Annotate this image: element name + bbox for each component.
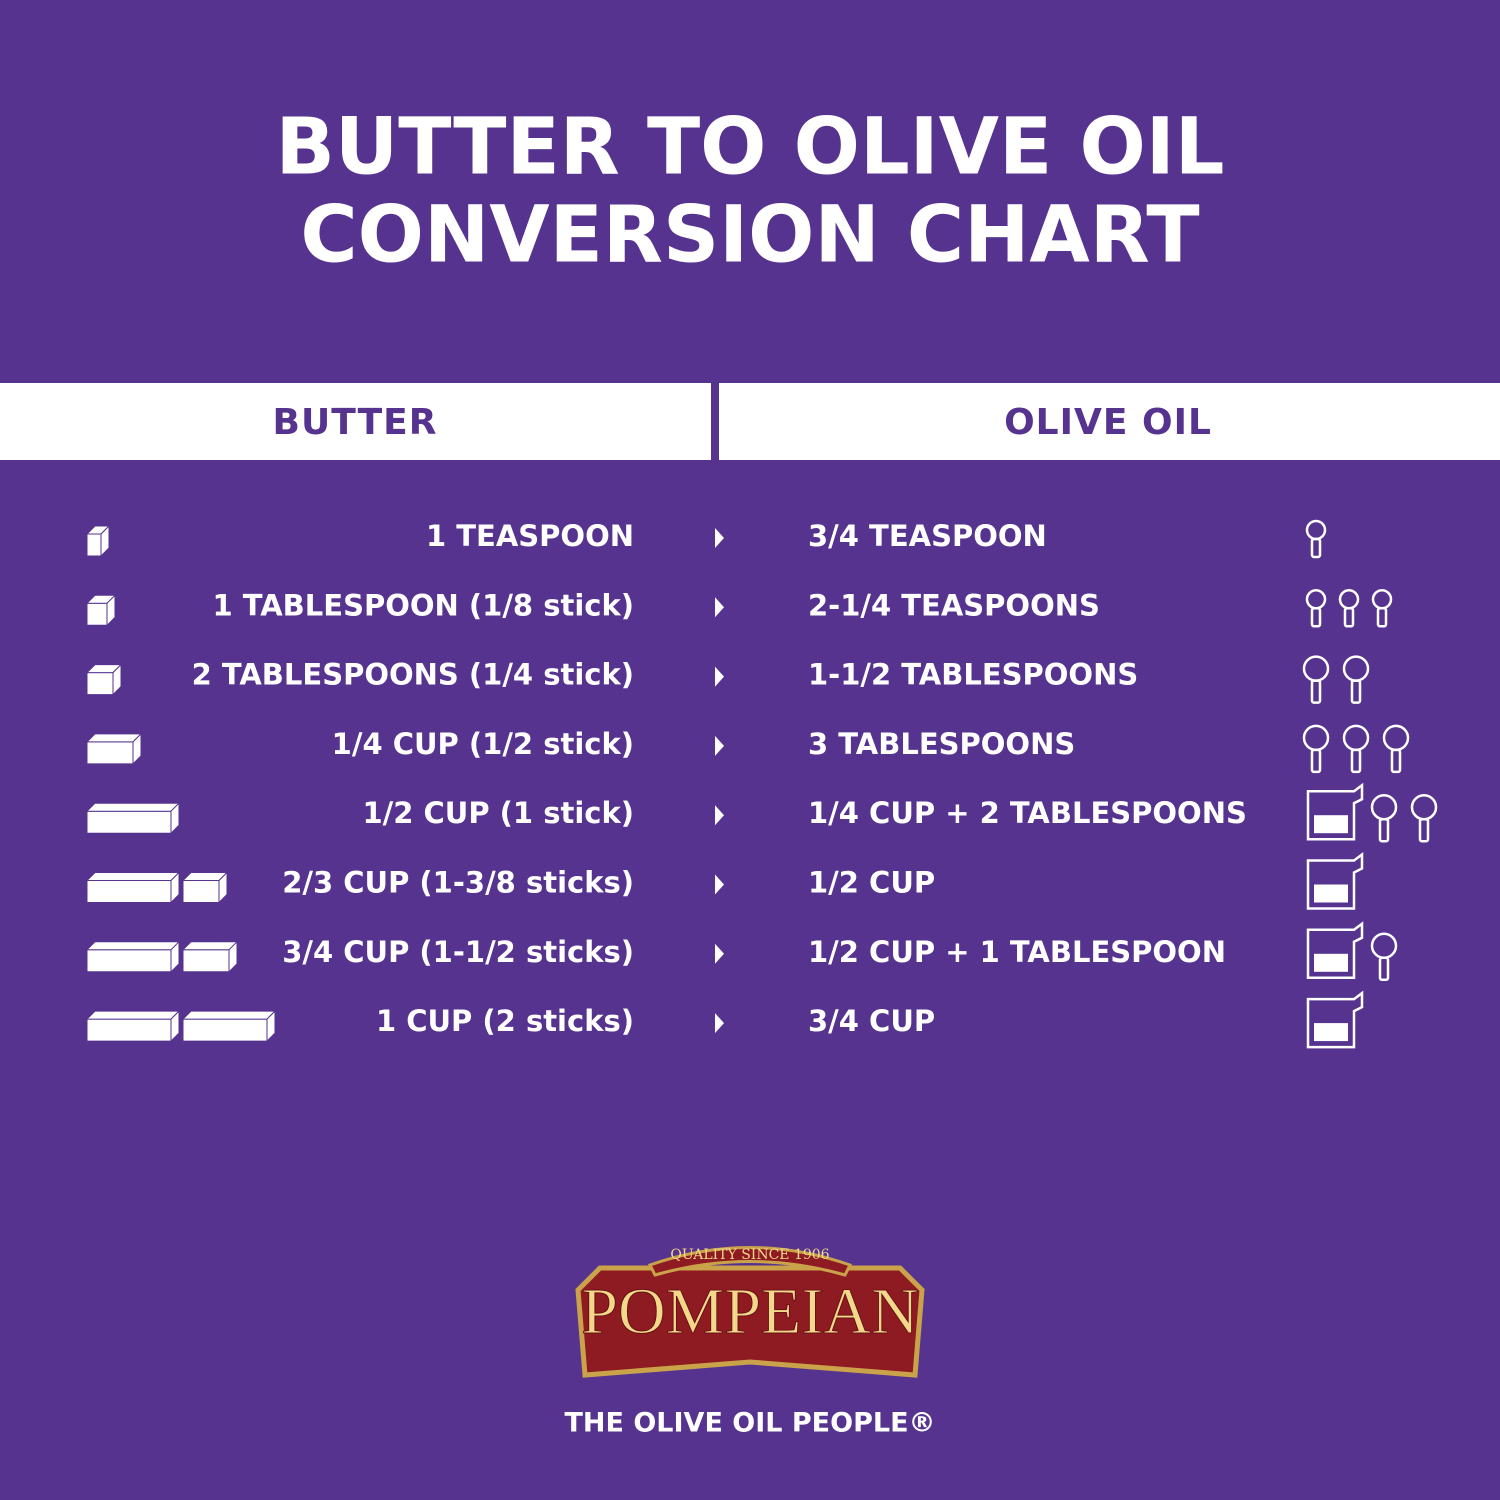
butter-amount: 1/2 CUP (1 stick): [362, 796, 634, 830]
spoon-handle: [1310, 679, 1322, 704]
spoon-handle: [1378, 817, 1390, 843]
butter-block-top: [85, 941, 181, 951]
cup-fill: [1314, 953, 1348, 972]
olive-oil-amount: 1-1/2 TABLESPOONS: [808, 658, 1138, 692]
butter-block-side: [112, 663, 122, 696]
spoon-handle: [1378, 956, 1390, 982]
butter-block-top: [85, 733, 143, 743]
butter-block-top: [85, 872, 181, 881]
title-line: BUTTER TO OLIVE OIL: [275, 102, 1224, 192]
butter-block: [86, 672, 114, 696]
spoon-handle: [1343, 607, 1355, 628]
row: 1 CUP (2 sticks) 3/4 CUP: [85, 990, 1364, 1049]
butter-block-side: [266, 1009, 276, 1043]
row: 1/2 CUP (1 stick) 1/4 CUP + 2 TABLESPOONS: [85, 782, 1438, 843]
butter-block: [182, 880, 220, 903]
column-header: BUTTER: [273, 402, 438, 443]
butter-block: [86, 880, 172, 903]
column-header: OLIVE OIL: [1004, 402, 1212, 443]
arrow: [715, 666, 724, 687]
olive-oil-amount: 1/4 CUP + 2 TABLESPOONS: [808, 796, 1247, 830]
logo: QUALITY SINCE 1906 POMPEIAN THE OLIVE OI…: [564, 1246, 936, 1439]
row: 1 TEASPOON 3/4 TEASPOON: [85, 519, 1327, 559]
butter-block-side: [170, 1009, 180, 1043]
butter-block: [86, 533, 102, 557]
butter-block-side: [132, 732, 142, 766]
row: 1/4 CUP (1/2 stick) 3 TABLESPOONS: [85, 724, 1410, 774]
butter-block-side: [170, 871, 180, 904]
header-band: [0, 383, 711, 460]
spoon-handle: [1418, 817, 1430, 843]
olive-oil-amount: 3 TABLESPOONS: [808, 727, 1075, 761]
olive-oil-amount: 3/4 TEASPOON: [808, 519, 1047, 553]
butter-block-side: [170, 801, 180, 835]
cup-fill: [1314, 815, 1348, 834]
butter-amount: 1 CUP (2 sticks): [376, 1004, 634, 1038]
spoon-handle: [1310, 748, 1322, 774]
cup-icon: [1306, 782, 1364, 841]
spoon-handle: [1376, 607, 1388, 628]
butter-block-side: [218, 871, 228, 904]
spoon-handle: [1310, 537, 1322, 559]
butter-block: [182, 1018, 268, 1042]
butter-block-side: [228, 940, 238, 974]
arrow: [715, 735, 724, 756]
butter-block: [86, 602, 108, 626]
cup-icon: [1306, 990, 1364, 1049]
butter-amount: 1/4 CUP (1/2 stick): [332, 727, 634, 761]
spoon-handle: [1350, 748, 1362, 774]
butter-block: [86, 810, 172, 834]
arrow: [715, 805, 724, 826]
arrow: [715, 943, 724, 964]
olive-oil-amount: 1/2 CUP: [808, 866, 935, 900]
butter-block-top: [181, 941, 239, 951]
logo-badge: QUALITY SINCE 1906: [670, 1247, 829, 1263]
butter-block-top: [85, 1010, 181, 1020]
rows: 1 TEASPOON 3/4 TEASPOON 1 TABLESPOON (1/8 …: [85, 519, 1438, 1049]
butter-block: [86, 741, 134, 765]
butter-amount: 2 TABLESPOONS (1/4 stick): [192, 658, 634, 692]
butter-block: [182, 949, 230, 973]
tagline: THE OLIVE OIL PEOPLE®: [564, 1408, 935, 1439]
olive-oil-amount: 1/2 CUP + 1 TABLESPOON: [808, 935, 1226, 969]
butter-block: [86, 949, 172, 973]
arrow: [715, 1013, 724, 1034]
arrow: [715, 874, 724, 895]
butter-amount: 1 TABLESPOON (1/8 stick): [212, 588, 634, 622]
title-line: CONVERSION CHART: [300, 190, 1199, 280]
row: 1 TABLESPOON (1/8 stick) 2-1/4 TEASPOONS: [85, 588, 1393, 628]
arrow: [715, 597, 724, 618]
spoon-handle: [1390, 748, 1402, 774]
butter-block-side: [106, 594, 116, 627]
cup-fill: [1314, 884, 1348, 903]
header-band: [719, 383, 1500, 460]
olive-oil-amount: 2-1/4 TEASPOONS: [808, 588, 1100, 622]
butter-amount: 1 TEASPOON: [426, 519, 634, 553]
butter-amount: 3/4 CUP (1-1/2 sticks): [282, 935, 634, 969]
spoon-handle: [1350, 679, 1362, 704]
butter-block-top: [181, 1010, 277, 1020]
butter-block-side: [170, 940, 180, 974]
cup-icon: [1306, 852, 1364, 910]
butter-block-top: [85, 802, 181, 812]
logo-brand: POMPEIAN: [581, 1275, 918, 1348]
butter-amount: 2/3 CUP (1-3/8 sticks): [282, 866, 634, 900]
butter-block: [86, 1018, 172, 1042]
cup-icon: [1306, 921, 1364, 980]
row: 2/3 CUP (1-3/8 sticks) 1/2 CUP: [85, 852, 1364, 910]
butter-block-side: [100, 524, 110, 558]
spoon-handle: [1310, 607, 1322, 628]
row: 2 TABLESPOONS (1/4 stick) 1-1/2 TABLESPOO…: [85, 655, 1370, 704]
row: 3/4 CUP (1-1/2 sticks) 1/2 CUP + 1 TABLES…: [85, 921, 1398, 982]
cup-fill: [1314, 1023, 1348, 1042]
arrow: [715, 528, 724, 548]
olive-oil-amount: 3/4 CUP: [808, 1004, 935, 1038]
